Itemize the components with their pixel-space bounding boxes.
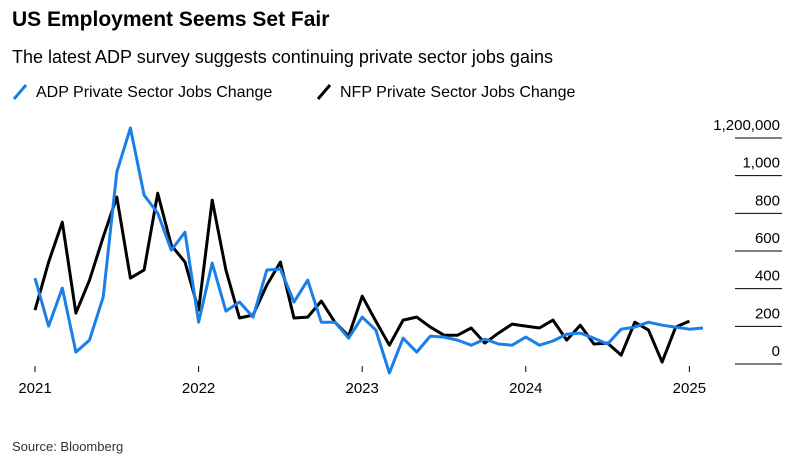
- legend-swatch: [12, 84, 28, 100]
- x-tick-label: 2021: [18, 380, 51, 397]
- y-tick-label: 0: [772, 343, 780, 360]
- legend-swatch: [316, 84, 332, 100]
- x-tick-label: 2025: [673, 380, 706, 397]
- x-tick-label: 2024: [509, 380, 542, 397]
- y-tick-label: 1,200,000: [713, 117, 780, 134]
- y-tick-label: 200: [755, 305, 780, 322]
- y-tick-label: 800: [755, 192, 780, 209]
- chart-title: US Employment Seems Set Fair: [12, 8, 329, 31]
- chart-subtitle: The latest ADP survey suggests continuin…: [12, 47, 553, 67]
- legend-label: ADP Private Sector Jobs Change: [36, 84, 272, 101]
- x-tick-label: 2022: [182, 380, 215, 397]
- x-tick-label: 2023: [345, 380, 378, 397]
- series-line: [33, 126, 704, 375]
- legend-label: NFP Private Sector Jobs Change: [340, 84, 575, 101]
- source: Source: Bloomberg: [12, 439, 123, 454]
- series-line: [33, 191, 691, 364]
- y-tick-label: 600: [755, 230, 780, 247]
- y-tick-label: 1,000: [742, 155, 780, 172]
- y-tick-label: 400: [755, 268, 780, 285]
